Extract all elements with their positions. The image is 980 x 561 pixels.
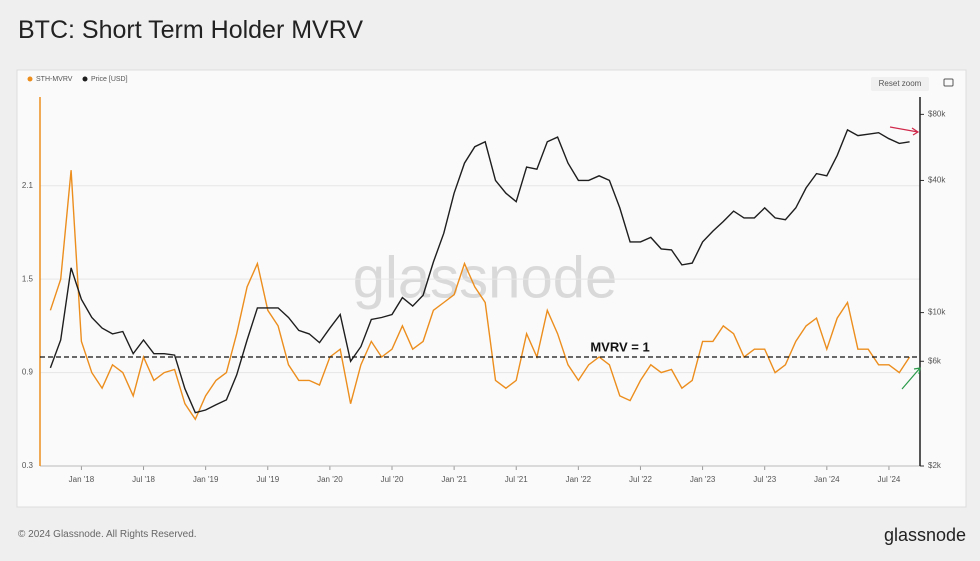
chart-card	[16, 69, 967, 508]
y2-tick-label: $40k	[928, 176, 946, 185]
x-tick-label: Jul '19	[256, 475, 279, 484]
reset-zoom-label[interactable]: Reset zoom	[879, 79, 922, 88]
series-line	[49, 170, 911, 421]
y-tick-label: 1.5	[22, 274, 34, 283]
series-line	[49, 128, 910, 414]
y-tick-label: 0.9	[22, 368, 34, 377]
y2-tick-label: $2k	[928, 461, 942, 470]
legend-label: Price [USD]	[91, 76, 128, 83]
x-tick-label: Jan '22	[566, 475, 592, 484]
reference-label: MVRV = 1	[590, 339, 649, 354]
y-tick-label: 0.3	[22, 461, 34, 470]
page-title: BTC: Short Term Holder MVRV	[18, 16, 364, 44]
x-tick-label: Jul '23	[753, 475, 776, 484]
x-tick-label: Jan '18	[69, 475, 95, 484]
x-tick-label: Jan '21	[441, 475, 467, 484]
reset-zoom[interactable]	[871, 77, 929, 91]
x-tick-label: Jul '24	[878, 475, 901, 484]
copyright: © 2024 Glassnode. All Rights Reserved.	[18, 529, 197, 540]
y-tick-label: 2.1	[22, 181, 34, 190]
camera-icon[interactable]	[943, 78, 954, 87]
x-tick-label: Jan '23	[690, 475, 716, 484]
legend-label: STH-MVRV	[36, 76, 73, 83]
x-tick-label: Jan '24	[814, 475, 840, 484]
x-tick-label: Jan '20	[317, 475, 343, 484]
x-tick-label: Jan '19	[193, 475, 219, 484]
y2-tick-label: $6k	[928, 356, 942, 365]
watermark: glassnode	[353, 245, 617, 310]
y2-tick-label: $10k	[928, 308, 946, 317]
legend-marker	[27, 76, 33, 82]
x-tick-label: Jul '22	[629, 475, 652, 484]
arrow-up	[901, 367, 921, 390]
x-tick-label: Jul '18	[132, 475, 155, 484]
y2-tick-label: $80k	[928, 109, 946, 118]
logo: glassnode	[884, 525, 967, 545]
x-tick-label: Jul '21	[505, 475, 528, 484]
legend-marker	[82, 76, 88, 82]
arrow-down	[889, 126, 920, 136]
x-tick-label: Jul '20	[381, 475, 404, 484]
